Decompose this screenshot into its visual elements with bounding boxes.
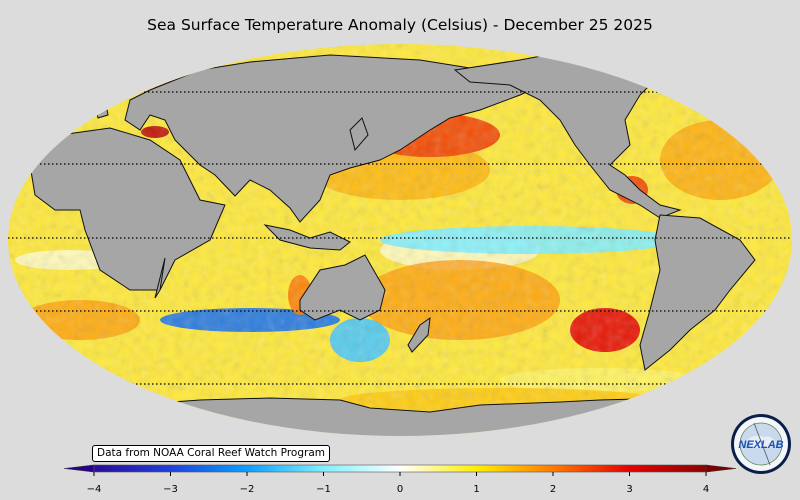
land-new-zealand: [407, 316, 431, 353]
nexlab-logo-icon: NEXLAB: [731, 414, 791, 474]
colorbar: [63, 464, 737, 476]
colorbar-tick-label: 2: [549, 484, 557, 495]
land-greenland: [579, 44, 701, 76]
colorbar-tick-label: 3: [626, 484, 633, 495]
ocean-field: [8, 44, 792, 436]
latitude-gridlines: [8, 91, 792, 385]
colorbar-tick-label: 4: [702, 484, 710, 495]
map-title: Sea Surface Temperature Anomaly (Celsius…: [147, 16, 653, 34]
logo-text: NEXLAB: [738, 439, 783, 451]
colorbar-tick-label: −3: [163, 484, 178, 495]
colorbar-under-extension: [63, 464, 95, 473]
land-australia: [299, 254, 386, 321]
land-madagascar: [154, 257, 166, 299]
land-south-america: [639, 214, 756, 371]
land-africa: [29, 127, 226, 291]
land-indonesia: [263, 224, 351, 251]
colorbar-tick-label: 0: [396, 484, 404, 495]
colorbar-tick-label: −1: [316, 484, 331, 495]
colorbar-body: [93, 464, 707, 473]
land-uk: [94, 97, 109, 119]
colorbar-over-extension: [705, 464, 737, 473]
land-japan: [349, 117, 369, 152]
colorbar-tick-label: 1: [473, 484, 480, 495]
data-credit-label: Data from NOAA Coral Reef Watch Program: [92, 445, 330, 462]
colorbar-tick-label: −2: [239, 484, 255, 495]
colorbar-tick-label: −4: [86, 484, 102, 495]
